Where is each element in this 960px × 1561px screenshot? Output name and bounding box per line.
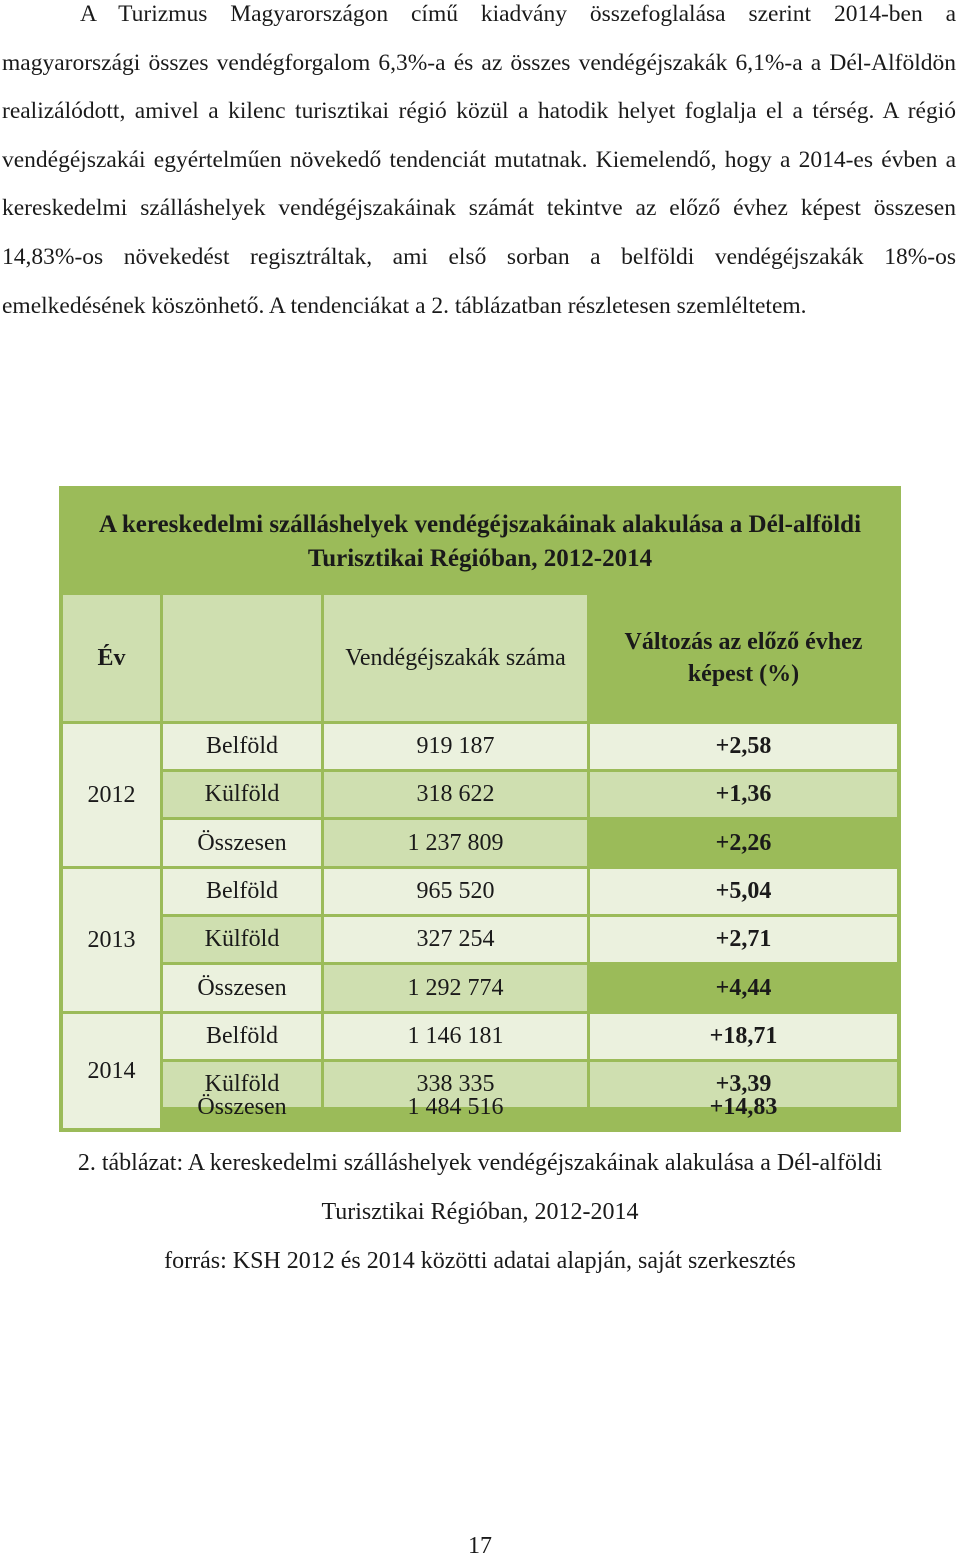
row-value: 1 237 809	[324, 820, 587, 866]
year-cell-2012: 2012	[63, 724, 160, 866]
row-value: 338 335	[324, 1062, 587, 1107]
row-change: +18,71	[590, 1014, 897, 1059]
row-type: Külföld	[163, 917, 321, 962]
year-cell-2014: 2014	[63, 1014, 160, 1128]
row-value: 327 254	[324, 917, 587, 962]
row-change: +4,44	[590, 965, 897, 1011]
row-type: Belföld	[163, 724, 321, 769]
table-caption-line1: 2. táblázat: A kereskedelmi szálláshelye…	[77, 1150, 883, 1176]
row-type: Belföld	[163, 1014, 321, 1059]
row-value: 1 484 516	[407, 1093, 504, 1120]
row-change: +1,36	[590, 772, 897, 817]
row-value: 1 146 181	[324, 1014, 587, 1059]
row-change: +2,58	[590, 724, 897, 769]
row-value: 318 622	[324, 772, 587, 817]
row-change: +5,04	[590, 869, 897, 914]
header-count: Vendégéjszakák száma	[324, 595, 587, 721]
row-type: Összesen	[163, 965, 321, 1011]
header-year: Év	[63, 595, 160, 721]
row-type: Külföld	[163, 1062, 321, 1107]
row-type: Belföld	[163, 869, 321, 914]
statistics-table: A kereskedelmi szálláshelyek vendégéjsza…	[59, 486, 901, 1132]
row-change: +2,71	[590, 917, 897, 962]
row-value: 1 292 774	[324, 965, 587, 1011]
row-type: Összesen	[197, 1093, 287, 1120]
row-change: +3,39	[590, 1062, 897, 1107]
year-cell-2013: 2013	[63, 869, 160, 1011]
row-change: +2,26	[590, 820, 897, 866]
header-change: Változás az előző évhez képest (%)	[590, 595, 897, 721]
row-total-spacer	[163, 1110, 321, 1128]
row-type: Külföld	[163, 772, 321, 817]
page-number: 17	[468, 1533, 492, 1559]
header-blank	[163, 595, 321, 721]
row-change: +14,83	[709, 1093, 778, 1120]
table-caption-line2: Turisztikai Régióban, 2012-2014	[321, 1199, 639, 1225]
row-value: 919 187	[324, 724, 587, 769]
body-paragraph: A Turizmus Magyarországon című kiadvány …	[2, 0, 956, 330]
row-type: Összesen	[163, 820, 321, 866]
body-paragraph-text: A Turizmus Magyarországon című kiadvány …	[2, 1, 956, 319]
table-source: forrás: KSH 2012 és 2014 közötti adatai …	[164, 1248, 796, 1274]
table-title: A kereskedelmi szálláshelyek vendégéjsza…	[98, 511, 862, 572]
row-value: 965 520	[324, 869, 587, 914]
